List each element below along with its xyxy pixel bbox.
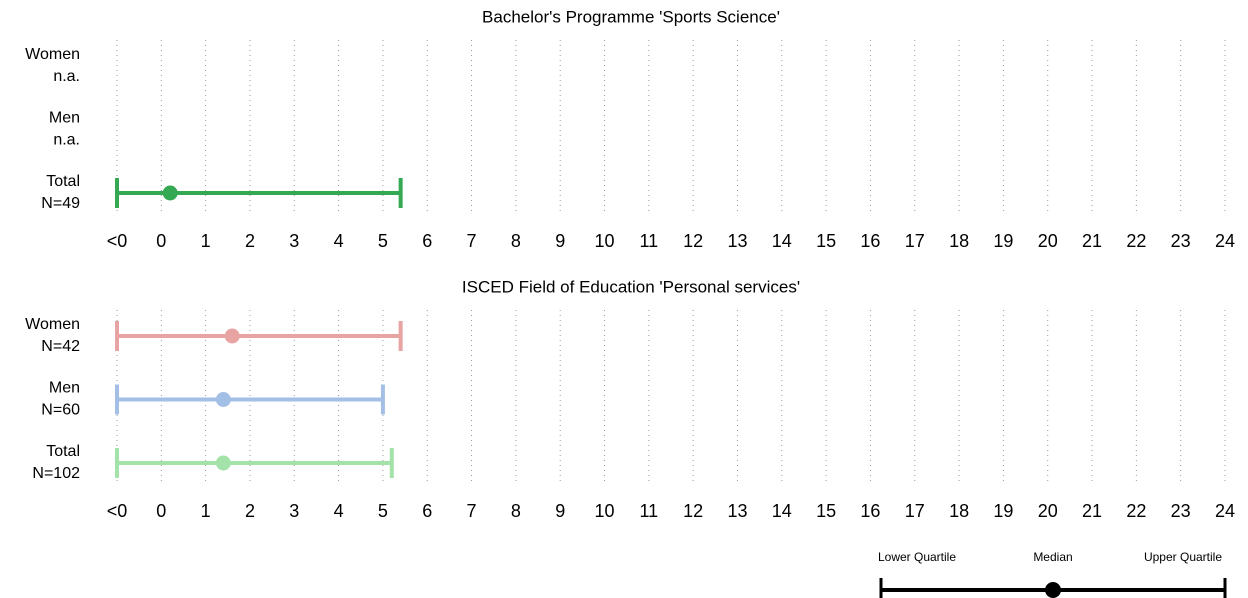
x-tick-label: <0 bbox=[107, 231, 128, 251]
legend-label: Lower Quartile bbox=[878, 550, 956, 564]
row-sublabel: n.a. bbox=[53, 132, 80, 149]
x-tick-label: 8 bbox=[511, 501, 521, 521]
row-sublabel: N=102 bbox=[32, 465, 80, 482]
x-tick-label: 24 bbox=[1215, 501, 1235, 521]
x-tick-label: 3 bbox=[289, 501, 299, 521]
x-tick-label: 23 bbox=[1171, 501, 1191, 521]
x-tick-label: 9 bbox=[555, 501, 565, 521]
x-tick-label: 15 bbox=[816, 501, 836, 521]
x-tick-label: 8 bbox=[511, 231, 521, 251]
x-tick-label: 19 bbox=[993, 501, 1013, 521]
x-tick-label: 15 bbox=[816, 231, 836, 251]
legend-label: Median bbox=[1033, 550, 1072, 564]
x-tick-label: 5 bbox=[378, 231, 388, 251]
x-tick-label: 16 bbox=[860, 231, 880, 251]
x-tick-label: 6 bbox=[422, 501, 432, 521]
x-tick-label: 17 bbox=[905, 501, 925, 521]
x-tick-label: 3 bbox=[289, 231, 299, 251]
row-label: Men bbox=[49, 380, 80, 397]
x-tick-label: 12 bbox=[683, 501, 703, 521]
x-tick-label: 1 bbox=[201, 501, 211, 521]
x-tick-label: 2 bbox=[245, 231, 255, 251]
median-dot bbox=[215, 455, 231, 471]
x-tick-label: 5 bbox=[378, 501, 388, 521]
row-sublabel: N=42 bbox=[41, 338, 80, 355]
x-tick-label: 14 bbox=[772, 501, 792, 521]
chart-title: Bachelor's Programme 'Sports Science' bbox=[482, 7, 780, 26]
x-tick-label: 0 bbox=[156, 501, 166, 521]
x-tick-label: 22 bbox=[1126, 231, 1146, 251]
x-tick-label: 1 bbox=[201, 231, 211, 251]
x-tick-label: 2 bbox=[245, 501, 255, 521]
row-sublabel: N=49 bbox=[41, 195, 80, 212]
median-dot bbox=[215, 392, 231, 407]
x-tick-label: 6 bbox=[422, 231, 432, 251]
row-label: Women bbox=[25, 46, 80, 63]
x-tick-label: 10 bbox=[595, 231, 615, 251]
x-tick-label: 23 bbox=[1171, 231, 1191, 251]
x-tick-label: 7 bbox=[467, 231, 477, 251]
legend-label: Upper Quartile bbox=[1144, 550, 1222, 564]
x-tick-label: 7 bbox=[467, 501, 477, 521]
x-tick-label: 20 bbox=[1038, 501, 1058, 521]
x-tick-label: 22 bbox=[1126, 501, 1146, 521]
row-sublabel: N=60 bbox=[41, 402, 80, 419]
chart-title: ISCED Field of Education 'Personal servi… bbox=[462, 277, 800, 296]
x-tick-label: 10 bbox=[595, 501, 615, 521]
x-tick-label: 13 bbox=[727, 231, 747, 251]
row-label: Men bbox=[49, 110, 80, 127]
x-tick-label: 16 bbox=[860, 501, 880, 521]
x-tick-label: 21 bbox=[1082, 231, 1102, 251]
row-label: Total bbox=[46, 443, 80, 460]
x-tick-label: <0 bbox=[107, 501, 128, 521]
x-tick-label: 17 bbox=[905, 231, 925, 251]
x-tick-label: 12 bbox=[683, 231, 703, 251]
x-tick-label: 24 bbox=[1215, 231, 1235, 251]
x-tick-label: 13 bbox=[727, 501, 747, 521]
x-tick-label: 20 bbox=[1038, 231, 1058, 251]
x-tick-label: 21 bbox=[1082, 501, 1102, 521]
x-tick-label: 11 bbox=[639, 501, 658, 521]
x-tick-label: 18 bbox=[949, 501, 969, 521]
x-tick-label: 4 bbox=[334, 231, 344, 251]
x-tick-label: 14 bbox=[772, 231, 792, 251]
row-label: Women bbox=[25, 316, 80, 333]
median-dot bbox=[162, 185, 178, 201]
x-tick-label: 4 bbox=[334, 501, 344, 521]
x-tick-label: 19 bbox=[993, 231, 1013, 251]
row-label: Total bbox=[46, 173, 80, 190]
legend-dot bbox=[1045, 582, 1061, 598]
median-dot bbox=[224, 328, 240, 344]
x-tick-label: 18 bbox=[949, 231, 969, 251]
x-tick-label: 0 bbox=[156, 231, 166, 251]
x-tick-label: 9 bbox=[555, 231, 565, 251]
row-sublabel: n.a. bbox=[53, 68, 80, 85]
x-tick-label: 11 bbox=[639, 231, 658, 251]
